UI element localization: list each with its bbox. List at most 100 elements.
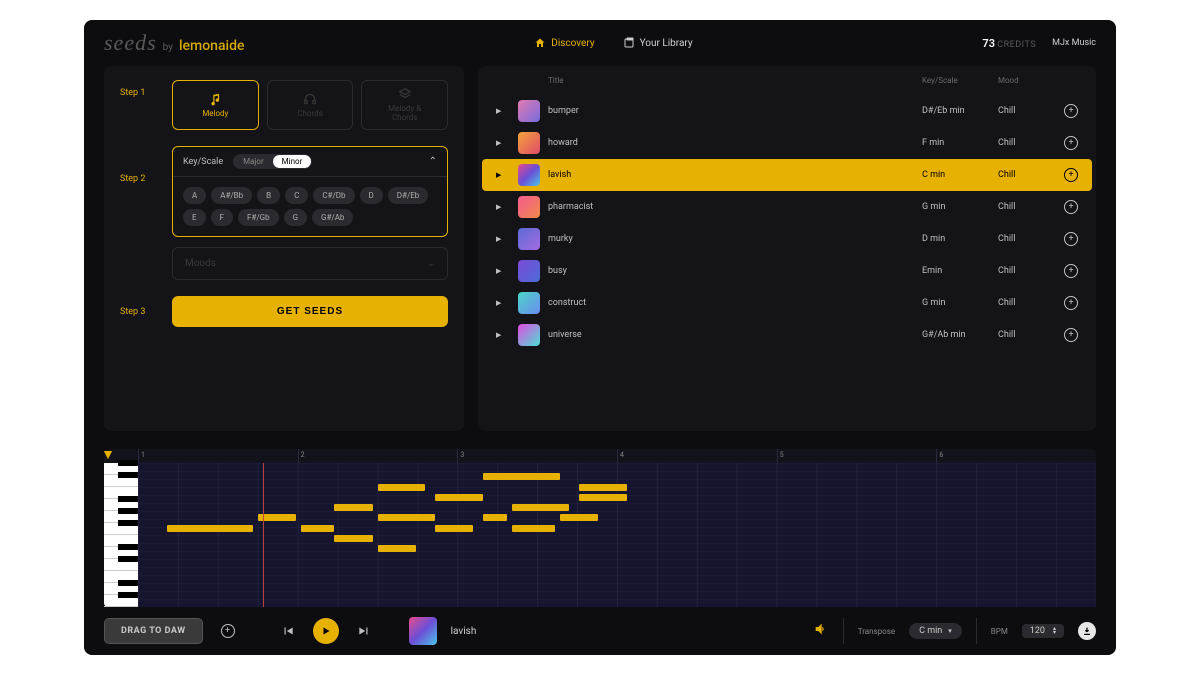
track-mood: Chill [998, 298, 1054, 308]
tab-chords[interactable]: Chords [267, 80, 354, 130]
play-icon[interactable]: ▶ [496, 299, 518, 307]
next-button[interactable] [353, 620, 375, 642]
play-icon[interactable]: ▶ [496, 267, 518, 275]
play-icon[interactable]: ▶ [496, 203, 518, 211]
key-chip[interactable]: G [284, 209, 307, 226]
black-key[interactable] [118, 508, 138, 514]
key-chip[interactable]: F#/Gb [238, 209, 279, 226]
user-name[interactable]: MJx Music [1052, 38, 1096, 48]
key-chip[interactable]: C [285, 187, 308, 204]
add-track-button[interactable]: + [1064, 296, 1078, 310]
play-icon[interactable]: ▶ [496, 139, 518, 147]
add-track-button[interactable]: + [1064, 136, 1078, 150]
table-header: Title Key/Scale Mood [478, 66, 1096, 95]
track-row[interactable]: ▶bumperD#/Eb minChill+ [478, 95, 1096, 127]
play-icon[interactable]: ▶ [496, 171, 518, 179]
black-key[interactable] [118, 472, 138, 478]
key-chip[interactable]: D#/Eb [388, 187, 429, 204]
play-button[interactable] [313, 618, 339, 644]
black-key[interactable] [118, 580, 138, 586]
add-track-button[interactable]: + [1064, 328, 1078, 342]
midi-note[interactable] [435, 525, 473, 532]
midi-note[interactable] [378, 545, 416, 552]
midi-note[interactable] [483, 473, 560, 480]
black-key[interactable] [118, 520, 138, 526]
track-row[interactable]: ▶universeG#/Ab minChill+ [478, 319, 1096, 351]
midi-note[interactable] [579, 484, 627, 491]
add-button[interactable]: + [217, 620, 239, 642]
midi-note[interactable] [301, 525, 335, 532]
midi-note[interactable] [378, 514, 435, 521]
track-row[interactable]: ▶murkyD minChill+ [478, 223, 1096, 255]
stepper-icon: ▴▾ [1053, 627, 1056, 635]
midi-note[interactable] [483, 514, 507, 521]
midi-note[interactable] [378, 484, 426, 491]
black-key[interactable] [118, 496, 138, 502]
key-chip[interactable]: F [211, 209, 233, 226]
key-chip[interactable]: D [360, 187, 383, 204]
play-icon[interactable]: ▶ [496, 235, 518, 243]
piano-keys[interactable] [104, 463, 138, 607]
track-title: bumper [548, 106, 922, 116]
add-track-button[interactable]: + [1064, 232, 1078, 246]
prev-button[interactable] [277, 620, 299, 642]
nav-discovery[interactable]: Discovery [534, 37, 594, 49]
black-key[interactable] [118, 556, 138, 562]
black-key[interactable] [118, 592, 138, 598]
skip-prev-icon [281, 624, 295, 638]
track-row[interactable]: ▶lavishC minChill+ [482, 159, 1092, 191]
key-chip[interactable]: E [183, 209, 206, 226]
add-track-button[interactable]: + [1064, 200, 1078, 214]
key-chip[interactable]: A#/Bb [211, 187, 252, 204]
white-key[interactable] [104, 523, 138, 535]
midi-note[interactable] [512, 525, 555, 532]
white-key[interactable] [104, 595, 138, 607]
drag-to-daw-button[interactable]: DRAG TO DAW [104, 618, 203, 644]
add-track-button[interactable]: + [1064, 264, 1078, 278]
key-chip[interactable]: G#/Ab [312, 209, 353, 226]
track-title: murky [548, 234, 922, 244]
track-art [518, 132, 540, 154]
key-chip[interactable]: A [183, 187, 206, 204]
toggle-major[interactable]: Major [234, 155, 273, 168]
tab-chords-label: Chords [297, 110, 322, 119]
tab-melody-chords[interactable]: Melody & Chords [361, 80, 448, 130]
volume-button[interactable] [813, 621, 829, 641]
track-key: F min [922, 138, 998, 148]
tab-melody[interactable]: Melody [172, 80, 259, 130]
midi-note[interactable] [334, 535, 372, 542]
playhead[interactable] [263, 463, 264, 607]
white-key[interactable] [104, 559, 138, 571]
play-icon[interactable]: ▶ [496, 331, 518, 339]
transpose-select[interactable]: C min ▾ [909, 623, 962, 639]
black-key[interactable] [118, 544, 138, 550]
track-title: lavish [548, 170, 922, 180]
track-row[interactable]: ▶constructG minChill+ [478, 287, 1096, 319]
midi-note[interactable] [512, 504, 569, 511]
key-scale-header[interactable]: Key/Scale Major Minor ⌃ [173, 147, 447, 176]
white-key[interactable] [104, 475, 138, 487]
midi-note[interactable] [334, 504, 372, 511]
black-key[interactable] [118, 460, 138, 466]
key-chip[interactable]: C#/Db [313, 187, 354, 204]
midi-note[interactable] [167, 525, 253, 532]
track-row[interactable]: ▶busyEminChill+ [478, 255, 1096, 287]
note-grid[interactable] [138, 463, 1096, 607]
track-key: G min [922, 202, 998, 212]
toggle-minor[interactable]: Minor [273, 155, 312, 168]
track-row[interactable]: ▶pharmacistG minChill+ [478, 191, 1096, 223]
track-row[interactable]: ▶howardF minChill+ [478, 127, 1096, 159]
midi-note[interactable] [579, 494, 627, 501]
add-track-button[interactable]: + [1064, 168, 1078, 182]
midi-note[interactable] [435, 494, 483, 501]
midi-note[interactable] [560, 514, 598, 521]
nav-library[interactable]: Your Library [623, 37, 693, 49]
export-button[interactable] [1078, 622, 1096, 640]
key-chip[interactable]: B [257, 187, 280, 204]
add-track-button[interactable]: + [1064, 104, 1078, 118]
music-note-icon [208, 92, 222, 106]
play-icon[interactable]: ▶ [496, 107, 518, 115]
get-seeds-button[interactable]: GET SEEDS [172, 296, 448, 327]
bpm-input[interactable]: 120 ▴▾ [1022, 624, 1064, 638]
moods-dropdown[interactable]: Moods ⌄ [172, 247, 448, 280]
